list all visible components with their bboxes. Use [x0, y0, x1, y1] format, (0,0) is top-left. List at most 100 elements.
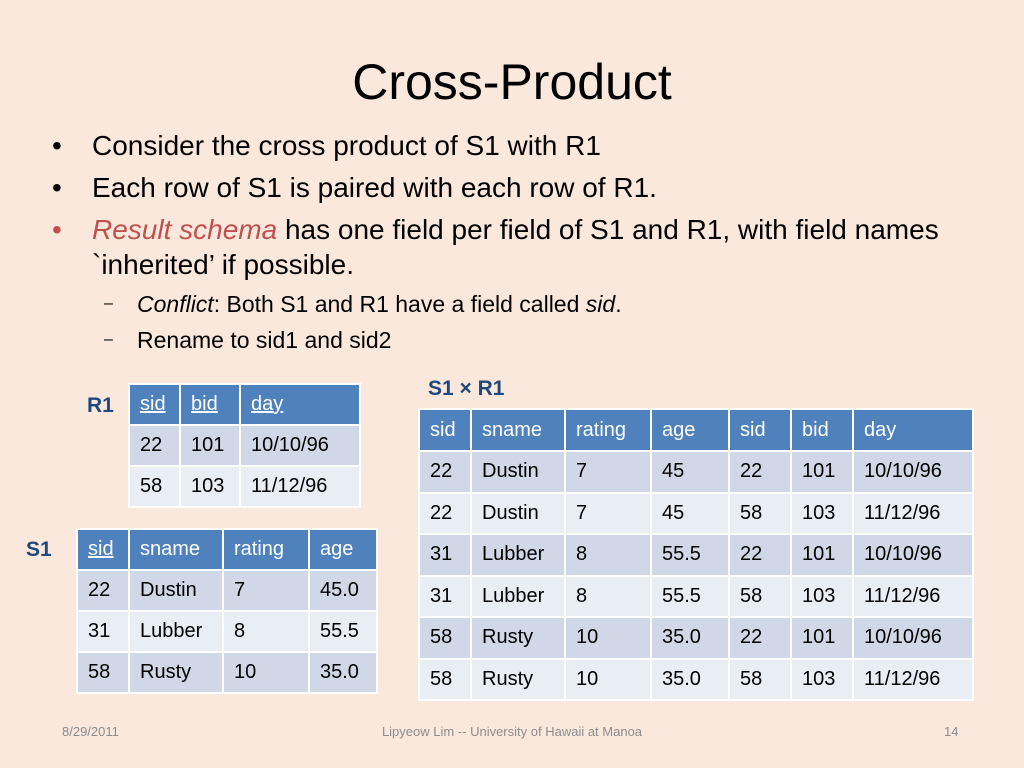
column-header: rating: [564, 408, 652, 452]
column-header: sid: [418, 408, 472, 452]
table-cell: 11/12/96: [852, 491, 974, 535]
table-row: 31 Lubber 8 55.5 22 101 10/10/96: [418, 533, 974, 577]
table-cell: 103: [179, 465, 241, 508]
bullet-2: • Each row of S1 is paired with each row…: [52, 170, 992, 205]
r1-table: sid bid day 22 101 10/10/96 58 103 11/12…: [128, 383, 361, 508]
sid-term: sid: [585, 291, 616, 317]
bullet-1: • Consider the cross product of S1 with …: [52, 128, 992, 163]
table-row: 22 Dustin 7 45 58 103 11/12/96: [418, 491, 974, 535]
table-cell: 58: [728, 491, 792, 535]
column-header: sname: [470, 408, 566, 452]
table-cell: 58: [76, 651, 130, 694]
footer-author: Lipyeow Lim -- University of Hawaii at M…: [381, 724, 643, 739]
sub-bullet-1-end: .: [615, 291, 622, 317]
table-cell: 8: [564, 533, 652, 577]
sub-bullet-1-text: : Both S1 and R1 have a field called: [213, 291, 586, 317]
table-header-row: sid bid day: [128, 383, 361, 426]
table-cell: Dustin: [128, 569, 224, 612]
table-cell: 35.0: [308, 651, 378, 694]
table-cell: 22: [418, 491, 472, 535]
table-cell: 22: [728, 616, 792, 660]
table-cell: 22: [728, 533, 792, 577]
table-cell: 10/10/96: [852, 450, 974, 494]
table-row: 31 Lubber 8 55.5: [76, 610, 378, 653]
table-cell: 8: [564, 574, 652, 618]
table-row: 58 Rusty 10 35.0: [76, 651, 378, 694]
table-cell: 58: [728, 574, 792, 618]
table-cell: 103: [790, 657, 854, 701]
table-cell: 7: [564, 491, 652, 535]
table-row: 58 Rusty 10 35.0 22 101 10/10/96: [418, 616, 974, 660]
table-cell: 10: [564, 616, 652, 660]
cross-product-label: S1 × R1: [428, 377, 505, 400]
table-cell: 55.5: [650, 533, 730, 577]
table-cell: 101: [179, 424, 241, 467]
table-cell: 7: [222, 569, 310, 612]
table-cell: 10/10/96: [852, 616, 974, 660]
table-cell: 101: [790, 450, 854, 494]
table-cell: Lubber: [128, 610, 224, 653]
table-cell: 22: [128, 424, 181, 467]
table-row: 31 Lubber 8 55.5 58 103 11/12/96: [418, 574, 974, 618]
table-row: 22 Dustin 7 45 22 101 10/10/96: [418, 450, 974, 494]
table-row: 58 Rusty 10 35.0 58 103 11/12/96: [418, 657, 974, 701]
table-cell: 101: [790, 616, 854, 660]
bullet-dot-icon: •: [52, 214, 62, 245]
conflict-term: Conflict: [137, 291, 214, 317]
column-header: sid: [128, 383, 181, 426]
table-cell: 45: [650, 450, 730, 494]
column-header: day: [852, 408, 974, 452]
table-cell: 45: [650, 491, 730, 535]
table-cell: 10: [222, 651, 310, 694]
table-cell: 11/12/96: [852, 657, 974, 701]
table-cell: Rusty: [128, 651, 224, 694]
column-header: rating: [222, 528, 310, 571]
column-header: bid: [179, 383, 241, 426]
bullet-2-text: Each row of S1 is paired with each row o…: [92, 172, 657, 203]
table-cell: Lubber: [470, 574, 566, 618]
table-cell: 35.0: [650, 657, 730, 701]
s1-table: sid sname rating age 22 Dustin 7 45.0 31…: [76, 528, 378, 694]
page-number: 14: [944, 724, 959, 739]
r1-label: R1: [87, 394, 114, 417]
sub-bullet-2: – Rename to sid1 and sid2: [52, 325, 992, 355]
dash-icon: –: [104, 331, 113, 348]
bullet-1-text: Consider the cross product of S1 with R1: [92, 130, 601, 161]
column-header: age: [308, 528, 378, 571]
table-cell: 103: [790, 574, 854, 618]
table-cell: 58: [418, 616, 472, 660]
column-header: sname: [128, 528, 224, 571]
table-cell: 11/12/96: [852, 574, 974, 618]
table-cell: 10/10/96: [852, 533, 974, 577]
column-header: sid: [728, 408, 792, 452]
column-header: age: [650, 408, 730, 452]
bullet-3-text: has one field per field of S1 and R1, wi…: [92, 214, 939, 280]
dash-icon: –: [104, 295, 113, 312]
sub-bullet-2-text: Rename to sid1 and sid2: [137, 327, 392, 353]
table-cell: 58: [728, 657, 792, 701]
table-cell: 22: [418, 450, 472, 494]
s1-label: S1: [26, 538, 52, 561]
column-header: day: [239, 383, 361, 426]
table-cell: Lubber: [470, 533, 566, 577]
table-cell: Rusty: [470, 616, 566, 660]
footer-date: 8/29/2011: [62, 724, 119, 739]
column-header: sid: [76, 528, 130, 571]
slide-title: Cross-Product: [352, 54, 672, 110]
bullet-dot-icon: •: [52, 172, 62, 203]
table-cell: 55.5: [308, 610, 378, 653]
table-cell: 101: [790, 533, 854, 577]
bullet-list: • Consider the cross product of S1 with …: [52, 128, 992, 355]
table-cell: 7: [564, 450, 652, 494]
table-cell: 58: [418, 657, 472, 701]
sub-bullet-1: – Conflict: Both S1 and R1 have a field …: [52, 289, 992, 319]
table-cell: Rusty: [470, 657, 566, 701]
cross-product-table: sid sname rating age sid bid day 22 Dust…: [418, 408, 974, 701]
table-cell: 8: [222, 610, 310, 653]
table-header-row: sid sname rating age: [76, 528, 378, 571]
result-schema-term: Result schema: [92, 214, 278, 245]
table-cell: 11/12/96: [239, 465, 361, 508]
table-cell: 22: [76, 569, 130, 612]
bullet-dot-icon: •: [52, 130, 62, 161]
bullet-3: • Result schema has one field per field …: [52, 212, 992, 282]
